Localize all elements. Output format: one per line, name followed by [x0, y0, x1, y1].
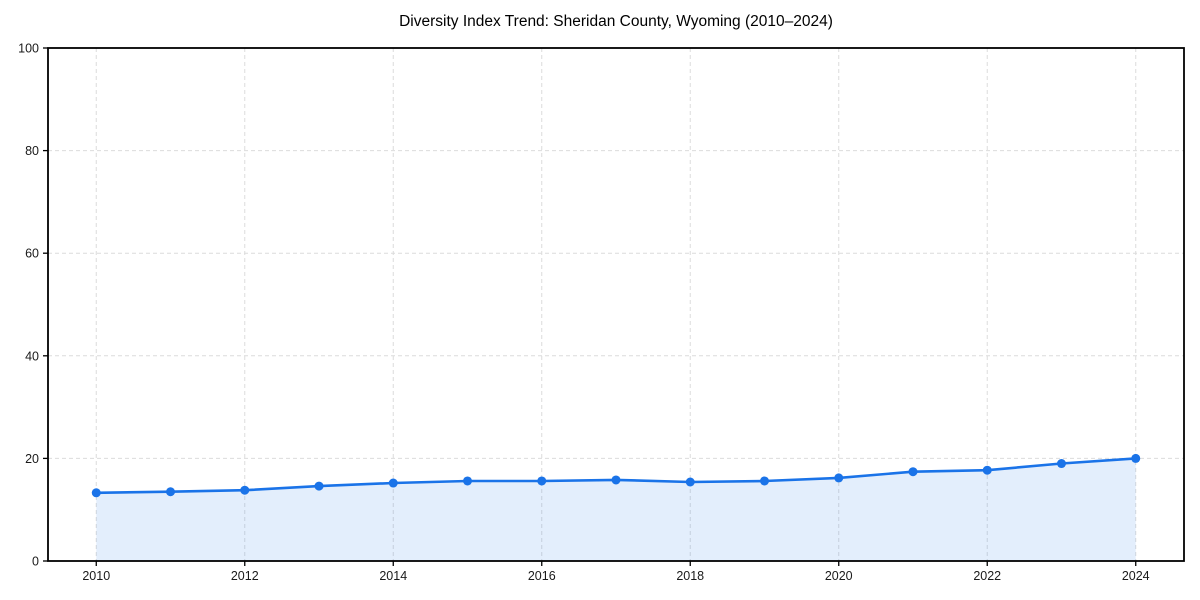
x-tick-label: 2022 [973, 569, 1001, 583]
x-tick-label: 2010 [82, 569, 110, 583]
data-point-marker [834, 473, 844, 483]
x-tick-label: 2014 [379, 569, 407, 583]
plot-frame [47, 47, 1185, 562]
y-tick-label: 40 [25, 349, 39, 363]
x-tick-label: 2016 [528, 569, 556, 583]
data-point-marker [908, 467, 918, 477]
data-point-marker [982, 465, 992, 475]
data-point-marker [463, 476, 473, 486]
y-tick-label: 60 [25, 247, 39, 261]
x-tick-label: 2012 [231, 569, 259, 583]
y-tick-label: 80 [25, 144, 39, 158]
y-tick-label: 100 [18, 42, 39, 56]
data-point-marker [314, 481, 324, 491]
y-tick-label: 0 [32, 555, 39, 569]
data-point-marker [611, 475, 621, 485]
data-point-marker [91, 488, 101, 498]
x-tick-label: 2018 [676, 569, 704, 583]
data-point-marker [166, 487, 176, 497]
area-fill [96, 458, 1136, 561]
y-tick-label: 20 [25, 452, 39, 466]
x-tick-label: 2020 [825, 569, 853, 583]
data-point-marker [537, 476, 547, 486]
data-point-marker [1131, 453, 1141, 463]
data-point-marker [759, 476, 769, 486]
x-tick-label: 2024 [1122, 569, 1150, 583]
chart-title: Diversity Index Trend: Sheridan County, … [399, 13, 833, 30]
data-point-marker [1056, 459, 1066, 469]
data-point-marker [240, 485, 250, 495]
data-point-marker [685, 477, 695, 487]
data-point-marker [388, 478, 398, 488]
